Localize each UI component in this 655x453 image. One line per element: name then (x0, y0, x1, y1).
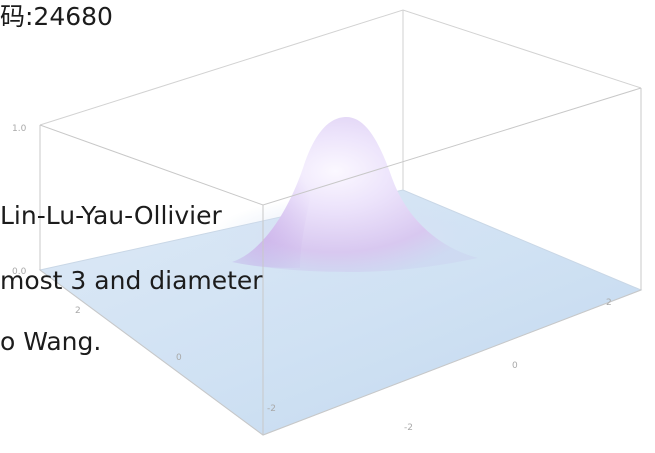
box-front-edges (39, 87, 642, 436)
y-tick-label: -2 (404, 423, 413, 433)
slide-text-line: most 3 and diameter (0, 266, 263, 295)
z-tick-label: 1.0 (12, 124, 27, 134)
z-tick-label: 0.0 (12, 267, 27, 277)
slide-text-line: Lin-Lu-Yau-Ollivier (0, 201, 222, 230)
slide-text-line: 码:24680 (0, 2, 113, 31)
x-tick-label: -2 (267, 404, 276, 414)
y-tick-label: 0 (512, 361, 518, 371)
x-tick-label: 2 (75, 306, 81, 316)
y-tick-label: 2 (606, 298, 612, 308)
box-back-edges (39, 9, 642, 190)
gaussian-peak-shade (232, 126, 326, 268)
slide-text-line: o Wang. (0, 327, 102, 356)
x-tick-label: 0 (176, 353, 182, 363)
